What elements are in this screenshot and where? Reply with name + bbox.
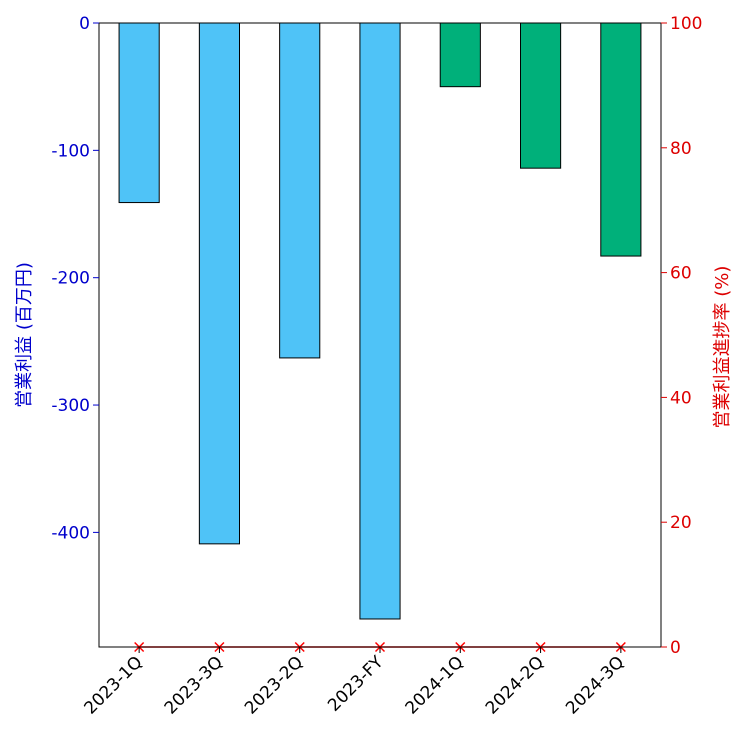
bar-2024-2Q	[520, 22, 562, 169]
left-tick-label: -100	[51, 141, 90, 161]
x-tick-label: 2023-FY	[324, 652, 388, 716]
x-tick-label: 2023-1Q	[80, 652, 146, 718]
x-tick-label: 2023-3Q	[161, 652, 227, 718]
right-tick-label: 100	[670, 14, 702, 34]
bar-2023-3Q	[198, 22, 241, 545]
bar-2023-1Q	[118, 22, 160, 204]
right-tick-label: 0	[670, 638, 681, 658]
x-axis-ticks: 2023-1Q 2023-3Q 2023-2Q 2023-FY 2024-1Q 2024-…	[80, 647, 628, 719]
right-tick-label: 20	[670, 513, 692, 533]
bar-2023-FY	[359, 22, 401, 620]
left-tick-label: 0	[79, 14, 90, 34]
left-axis-label: 営業利益 (百万円)	[14, 262, 35, 408]
left-axis-ticks: 0 -100 -200 -300 -400	[51, 14, 99, 543]
bar-2023-2Q	[279, 22, 321, 359]
right-tick-label: 60	[670, 264, 692, 284]
bars	[118, 22, 642, 620]
x-tick-label: 2023-2Q	[241, 652, 307, 718]
bar-2024-3Q	[600, 22, 642, 257]
right-axis-label: 営業利益進捗率 (%)	[712, 266, 733, 429]
x-tick-label: 2024-1Q	[402, 652, 468, 718]
right-axis-ticks: 0 20 40 60 80 100	[661, 14, 702, 658]
bar-2024-1Q	[439, 22, 481, 88]
left-tick-label: -400	[51, 523, 90, 543]
right-tick-label: 80	[670, 139, 692, 159]
x-tick-label: 2024-3Q	[562, 652, 628, 718]
x-tick-label: 2024-2Q	[482, 652, 548, 718]
left-tick-label: -200	[51, 269, 90, 289]
right-tick-label: 40	[670, 388, 692, 408]
left-tick-label: -300	[51, 396, 90, 416]
